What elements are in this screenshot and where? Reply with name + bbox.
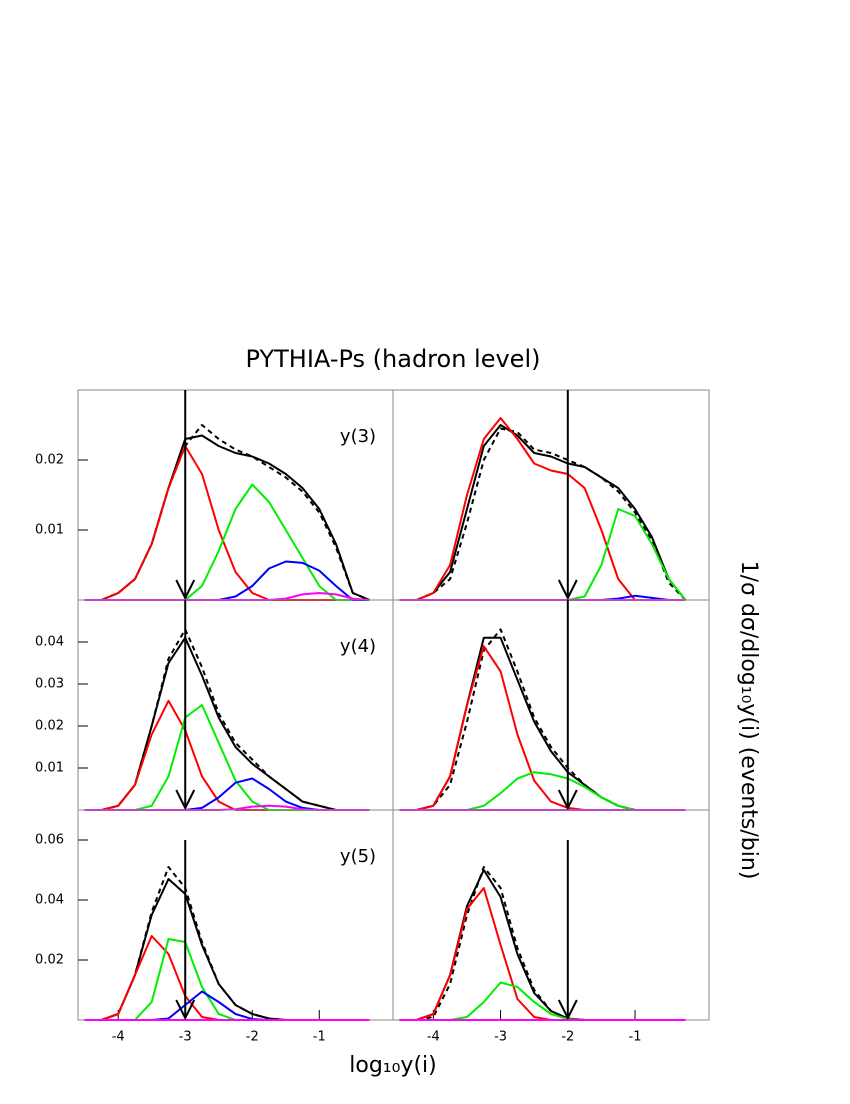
- curve: [84, 483, 370, 601]
- curve: [399, 424, 687, 601]
- y-tick-label: 0.04: [35, 893, 64, 908]
- panel-label: y(4): [340, 636, 376, 657]
- cut-arrow-head: [557, 789, 578, 811]
- x-tick-label: -1: [629, 1030, 642, 1045]
- y-tick-label: 0.02: [35, 719, 64, 734]
- x-tick-label: -2: [246, 1030, 259, 1045]
- x-tick-label: -3: [179, 1030, 192, 1045]
- cut-arrow-head: [175, 999, 196, 1021]
- y-tick-label: 0.03: [35, 677, 64, 692]
- cut-arrow-head: [557, 999, 578, 1021]
- curve: [399, 636, 686, 811]
- panel-frame: [392, 389, 710, 601]
- x-tick-label: -3: [494, 1030, 507, 1045]
- y-tick-label: 0.04: [35, 635, 64, 650]
- cut-arrow-head: [557, 579, 578, 601]
- panel-frame: [77, 389, 394, 601]
- y-tick-label: 0.06: [35, 833, 64, 848]
- curve: [399, 645, 686, 811]
- x-axis-label: log₁₀y(i): [349, 1053, 436, 1078]
- curve: [84, 628, 370, 811]
- cut-arrow-head: [175, 789, 196, 811]
- x-tick-label: -4: [427, 1030, 440, 1045]
- panel-label: y(3): [340, 426, 376, 447]
- curve: [399, 866, 686, 1021]
- y-tick-label: 0.02: [35, 953, 64, 968]
- curve: [84, 434, 370, 601]
- curve: [84, 636, 370, 811]
- panel-frame: [392, 599, 710, 811]
- title: PYTHIA-Ps (hadron level): [246, 345, 541, 373]
- curve: [399, 887, 686, 1021]
- curve: [84, 866, 370, 1021]
- y-tick-label: 0.01: [35, 523, 64, 538]
- curve: [84, 424, 370, 601]
- curve: [84, 878, 370, 1021]
- panel-label: y(5): [340, 846, 376, 867]
- x-tick-label: -2: [561, 1030, 574, 1045]
- cut-arrow-head: [175, 579, 196, 601]
- y-axis-label: 1/σ dσ/dlog₁₀y(i) (events/bin): [736, 561, 761, 880]
- y-tick-label: 0.02: [35, 453, 64, 468]
- panel-frame: [392, 809, 710, 1021]
- x-tick-label: -1: [313, 1030, 326, 1045]
- curve: [399, 628, 686, 811]
- y-tick-label: 0.01: [35, 761, 64, 776]
- curve: [399, 417, 686, 601]
- panel-frame: [77, 809, 394, 1021]
- curve: [84, 699, 370, 811]
- x-tick-label: -4: [112, 1030, 125, 1045]
